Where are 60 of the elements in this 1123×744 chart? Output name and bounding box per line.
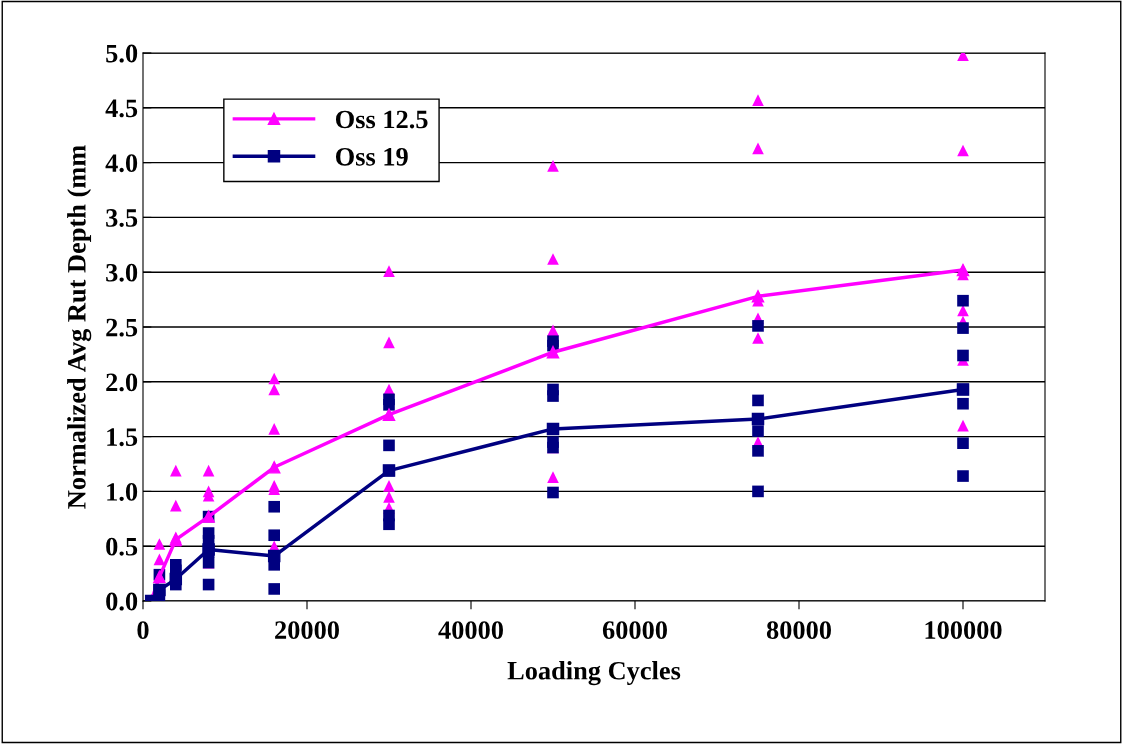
point [957,437,969,449]
point [267,549,281,563]
legend-label: Oss 12.5 [335,110,428,129]
x-tick-label: 0 [137,621,149,640]
point [957,397,969,410]
point [268,423,281,435]
point [153,538,166,550]
y-tick-label: 3.0 [106,263,138,282]
y-axis-title: Normalized Avg Rut Depth (mm [67,145,92,509]
y-tick-label: 0.0 [106,592,138,611]
y-tick-label: 4.0 [105,154,138,173]
point [547,486,559,499]
y-tick-label: 3.5 [106,209,138,227]
point [752,445,764,457]
point [169,499,182,512]
point [752,332,764,344]
point [383,518,395,531]
x-axis-title: Loading Cycles [507,661,681,686]
y-tick-label: 2.5 [106,318,138,337]
y-tick-label: 2.0 [106,373,138,392]
point [268,583,281,595]
y-tick-label: 5.0 [106,44,138,63]
point [268,372,281,385]
point [752,485,764,498]
point [268,529,281,542]
point [752,425,764,437]
x-tick-label: 80000 [766,621,831,640]
y-tick-label: 4.5 [105,99,138,118]
legend-label: Oss 19 [335,147,408,166]
x-tick-label: 60000 [602,621,667,640]
point [202,464,215,477]
point [957,349,969,362]
point [547,390,559,402]
point [202,578,215,591]
point [752,320,764,332]
point [957,322,969,334]
point [383,480,395,492]
point [382,408,396,421]
point [752,394,764,407]
point [169,464,182,477]
point [547,253,559,265]
point [957,470,969,482]
x-tick-label: 20000 [275,621,339,640]
point [547,471,559,483]
y-tick-label: 1.0 [107,483,138,501]
point [383,491,395,503]
x-tick-label: 100000 [925,621,1002,640]
point [383,439,395,452]
point [267,461,281,474]
point [383,399,395,411]
y-tick-label: 0.5 [106,537,138,556]
y-tick-label: 1.5 [107,428,138,447]
point [268,500,281,513]
x-tick-label: 40000 [438,621,503,640]
point [383,265,395,277]
point [752,94,764,106]
point [546,345,560,359]
point [547,160,559,172]
point [268,383,281,396]
point [957,294,969,307]
